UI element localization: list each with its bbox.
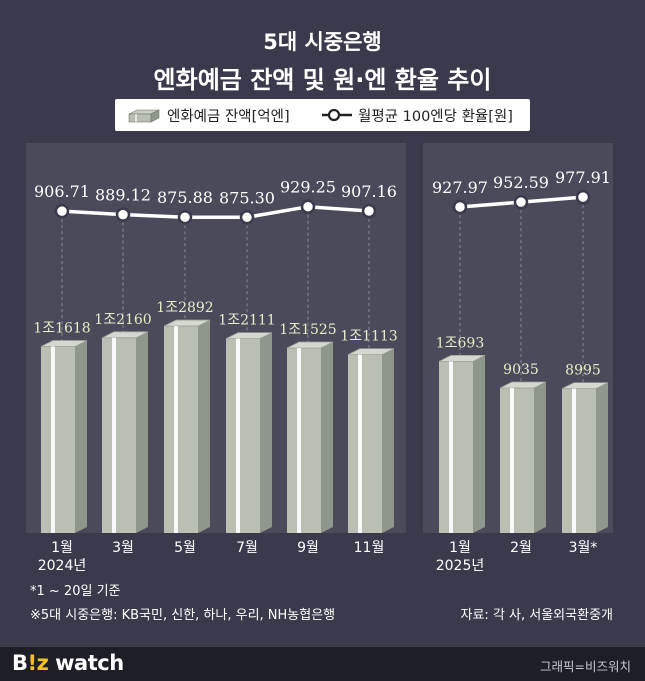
rate-value-label: 952.59 xyxy=(493,173,549,192)
legend-bar-label: 엔화예금 잔액[억엔] xyxy=(167,108,290,125)
rate-value-label: 875.88 xyxy=(157,188,213,207)
x-group-label: 2024년 xyxy=(38,558,87,574)
x-tick-label: 7월 xyxy=(236,540,258,556)
rate-marker xyxy=(300,199,316,214)
bar-value-label: 9035 xyxy=(503,362,539,378)
bar xyxy=(101,331,149,533)
legend-line-label: 월평균 100엔당 환율[원] xyxy=(358,108,513,125)
rate-marker xyxy=(452,199,468,215)
bar xyxy=(286,341,334,533)
brand-logo: B!z watch xyxy=(12,651,124,675)
rate-line xyxy=(61,204,370,220)
rate-marker xyxy=(575,189,591,205)
x-tick-label: 9월 xyxy=(297,540,319,556)
x-tick-label: 3월 xyxy=(112,540,134,556)
bar xyxy=(40,340,88,533)
footnote-banks: ※5대 시중은행: KB국민, 신한, 하나, 우리, NH농협은행 xyxy=(30,608,336,623)
footer-bar: B!z watch 그래픽=비즈워치 xyxy=(0,647,645,681)
bar-value-label: 1조693 xyxy=(436,335,485,351)
rate-marker xyxy=(115,207,131,222)
bar xyxy=(163,319,211,533)
x-tick-label: 5월 xyxy=(174,540,196,556)
rate-value-label: 889.12 xyxy=(95,186,151,205)
footnote-source: 자료: 각 사, 서울외국환중개 xyxy=(460,608,613,623)
rate-marker xyxy=(239,210,255,225)
rate-marker xyxy=(177,209,193,225)
footnote-period: *1 ~ 20일 기준 xyxy=(30,584,121,599)
rate-value-label: 929.25 xyxy=(280,178,336,197)
x-tick-label: 3월* xyxy=(569,540,598,556)
bar-value-label: 1조2111 xyxy=(218,313,275,329)
bar-value-label: 1조1113 xyxy=(340,329,397,345)
rate-marker xyxy=(361,203,377,219)
x-group-label: 2025년 xyxy=(436,558,485,574)
bar-value-label: 1조2892 xyxy=(156,300,213,316)
bar xyxy=(225,332,273,533)
legend-bar-entry: 엔화예금 잔액[억엔] xyxy=(127,99,290,131)
bar xyxy=(438,354,486,533)
graphic-credit: 그래픽=비즈워치 xyxy=(540,659,631,674)
rate-value-label: 906.71 xyxy=(34,182,90,201)
rate-marker xyxy=(54,203,70,219)
page-title-line2: 엔화예금 잔액 및 원·엔 환율 추이 xyxy=(153,66,492,94)
legend: 엔화예금 잔액[억엔] 월평균 100엔당 환율[원] xyxy=(115,99,530,131)
x-tick-label: 1월 xyxy=(449,540,471,556)
rate-value-label: 875.30 xyxy=(219,188,275,207)
money-stack-icon xyxy=(128,109,160,123)
x-tick-label: 2월 xyxy=(510,540,532,556)
line-marker-icon xyxy=(322,108,352,122)
x-tick-label: 1월 xyxy=(51,540,73,556)
bar-value-label: 1조2160 xyxy=(94,312,151,328)
bar-value-label: 8995 xyxy=(565,363,601,379)
rate-value-label: 927.97 xyxy=(432,178,488,197)
x-tick-label: 11월 xyxy=(354,540,385,556)
bar xyxy=(347,348,395,533)
legend-line-entry: 월평균 100엔당 환율[원] xyxy=(322,99,513,131)
rate-value-label: 977.91 xyxy=(555,168,611,187)
rate-marker xyxy=(513,194,529,210)
page-title-line1: 5대 시중은행 xyxy=(263,30,382,54)
bar xyxy=(561,382,609,533)
rate-value-label: 907.16 xyxy=(341,182,397,201)
bar-value-label: 1조1525 xyxy=(279,322,336,338)
bar xyxy=(499,381,547,533)
bar-value-label: 1조1618 xyxy=(33,321,90,337)
